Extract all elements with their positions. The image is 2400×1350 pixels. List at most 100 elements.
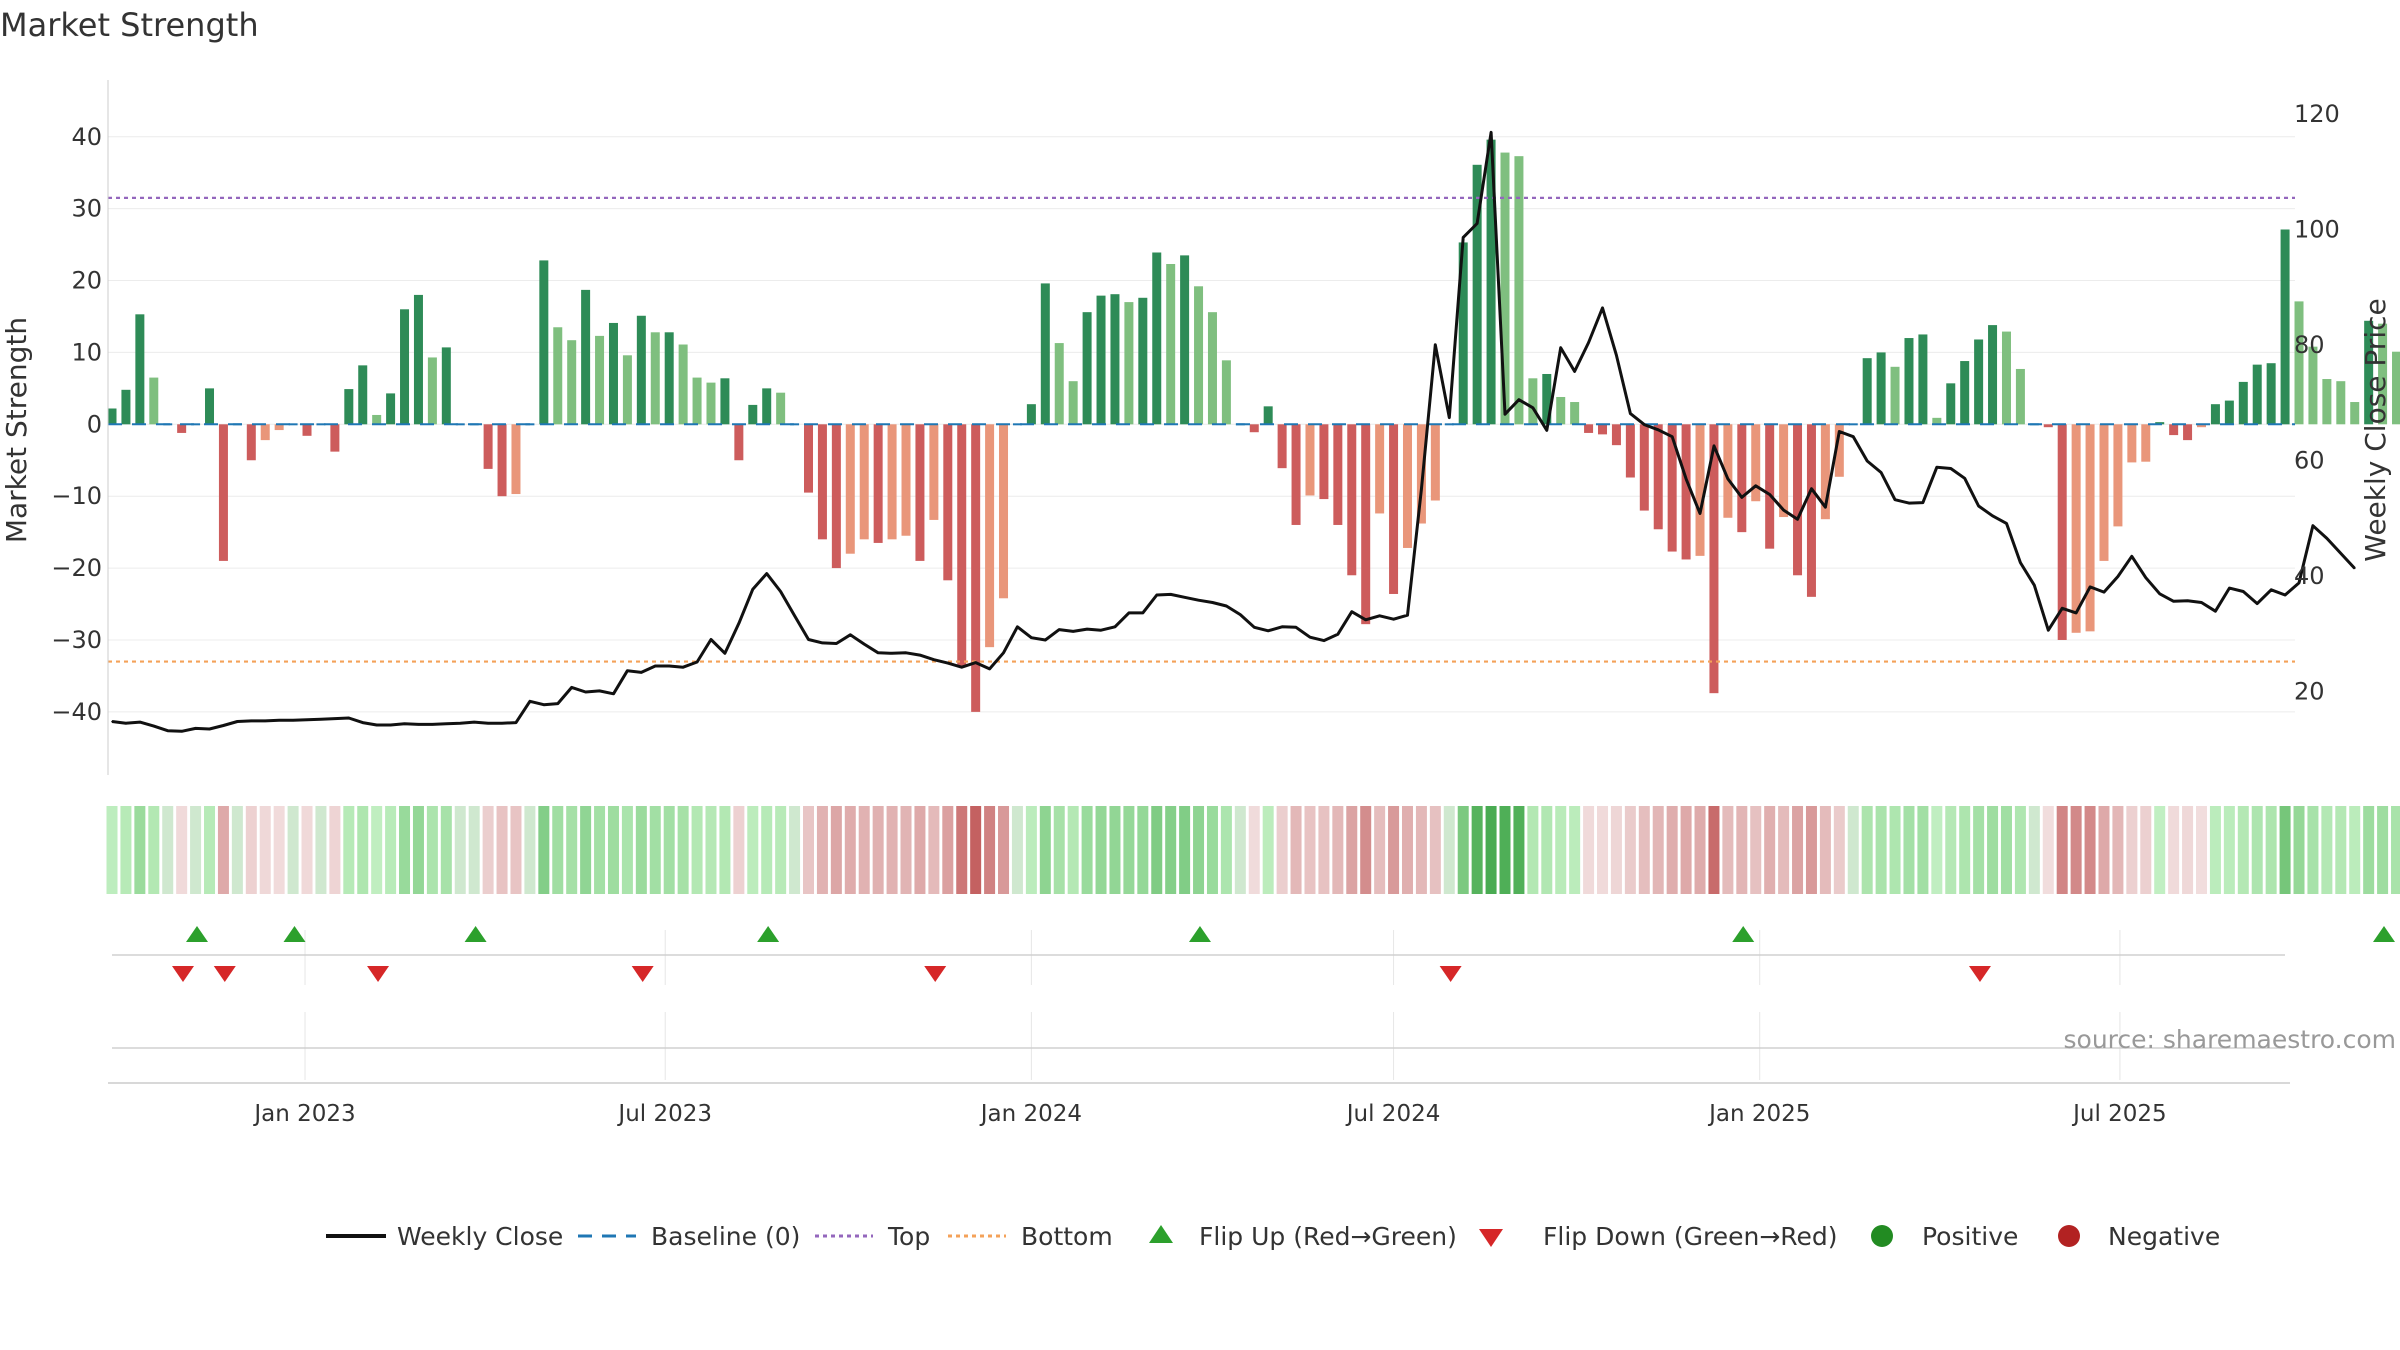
strength-bar: [1486, 139, 1496, 425]
weekly-close-point: [738, 622, 740, 625]
strength-bar: [539, 260, 549, 425]
weekly-close-point: [2172, 600, 2175, 603]
weekly-close-point: [1197, 599, 1200, 601]
strength-bar: [2183, 424, 2193, 441]
weekly-close-point: [1601, 307, 1604, 309]
weekly-close-point: [1559, 346, 1562, 349]
strength-bar: [2266, 363, 2276, 425]
legend-weekly-close-label: Weekly Close: [397, 1222, 563, 1251]
strength-bar: [1263, 406, 1273, 425]
strength-bar: [177, 424, 187, 433]
weekly-close-point: [1462, 236, 1465, 239]
heat-cell: [190, 806, 202, 894]
heat-cell: [1722, 806, 1734, 894]
weekly-close-point: [1741, 496, 1743, 499]
heat-cell: [2182, 806, 2194, 894]
weekly-close-point: [710, 638, 712, 641]
weekly-close-point: [1671, 435, 1673, 438]
weekly-close-point: [1239, 613, 1242, 616]
strength-bar: [553, 327, 563, 425]
weekly-close-point: [1114, 625, 1116, 628]
strength-bar: [2224, 400, 2234, 425]
strength-bar: [1500, 152, 1510, 425]
heat-cell: [482, 806, 494, 894]
heat-cell: [719, 806, 731, 894]
weekly-close-point: [1782, 509, 1785, 511]
heat-cell: [2335, 806, 2347, 894]
heat-cell: [1931, 806, 1943, 894]
heat-cell: [2223, 806, 2235, 894]
weekly-close-line: [111, 130, 2356, 733]
weekly-close-point: [960, 666, 963, 668]
strength-bar: [1472, 164, 1482, 425]
weekly-close-point: [1713, 445, 1715, 447]
heat-cell: [204, 806, 216, 894]
weekly-close-point: [1880, 471, 1882, 474]
heat-cell: [1095, 806, 1107, 894]
weekly-close-point: [501, 722, 503, 725]
weekly-close-point: [1615, 354, 1618, 357]
strength-bar: [1305, 424, 1315, 496]
strength-bar: [302, 424, 312, 436]
heat-cell: [2237, 806, 2249, 894]
heat-cell: [385, 806, 397, 894]
weekly-close-point: [779, 590, 782, 593]
heat-cell: [2070, 806, 2082, 894]
weekly-close-point: [2270, 588, 2272, 591]
weekly-close-point: [1058, 628, 1061, 631]
strength-bar: [372, 414, 382, 425]
weekly-close-point: [849, 634, 852, 636]
strength-bar: [943, 424, 953, 581]
weekly-close-point: [1699, 512, 1701, 515]
heat-cell: [399, 806, 411, 894]
heat-cell: [580, 806, 592, 894]
strength-bar: [274, 424, 284, 431]
weekly-close-point: [1016, 625, 1019, 628]
heat-cell: [231, 806, 243, 894]
weekly-close-point: [2214, 610, 2217, 612]
heat-cell: [412, 806, 424, 894]
strength-bar: [1639, 424, 1649, 511]
heat-cell: [900, 806, 912, 894]
heat-cell: [886, 806, 898, 894]
flip-down-marker: [924, 966, 947, 982]
weekly-close-point: [974, 661, 977, 664]
heat-cell: [1583, 806, 1595, 894]
weekly-close-point: [334, 717, 336, 720]
strength-bar: [246, 424, 256, 461]
strength-bar: [2127, 424, 2137, 463]
strength-bar: [915, 424, 925, 561]
weekly-close-point: [1350, 610, 1353, 613]
weekly-close-point: [1476, 222, 1478, 225]
heat-cell: [1318, 806, 1330, 894]
weekly-close-point: [139, 721, 141, 723]
strength-bar: [2378, 323, 2388, 425]
strength-bar: [358, 365, 368, 425]
strength-bar: [2294, 301, 2304, 425]
heat-cell: [2391, 806, 2400, 894]
weekly-close-point: [793, 614, 796, 617]
flip-up-marker: [283, 926, 306, 942]
x-tick-label: Jan 2025: [1707, 1101, 1810, 1127]
source-label: source: sharemaestro.com: [2064, 1025, 2397, 1054]
weekly-close-point: [292, 719, 294, 722]
weekly-close-point: [1295, 626, 1297, 629]
heat-cell: [524, 806, 536, 894]
strength-bar: [985, 424, 995, 648]
strength-bar: [678, 344, 688, 425]
strength-bar: [720, 378, 730, 425]
heat-cell: [1945, 806, 1957, 894]
strength-bar: [107, 408, 117, 425]
heat-cell: [1903, 806, 1915, 894]
legend-positive-dot: [1871, 1225, 1893, 1247]
y-tick-label-left: −10: [51, 482, 102, 510]
weekly-close-point: [2005, 522, 2008, 525]
heat-cell: [468, 806, 480, 894]
strength-bar: [692, 377, 702, 425]
strength-bar: [1653, 424, 1663, 530]
weekly-close-point: [1824, 506, 1827, 508]
weekly-close-point: [724, 652, 726, 655]
heat-cell: [454, 806, 466, 894]
flip-up-marker: [464, 926, 487, 942]
